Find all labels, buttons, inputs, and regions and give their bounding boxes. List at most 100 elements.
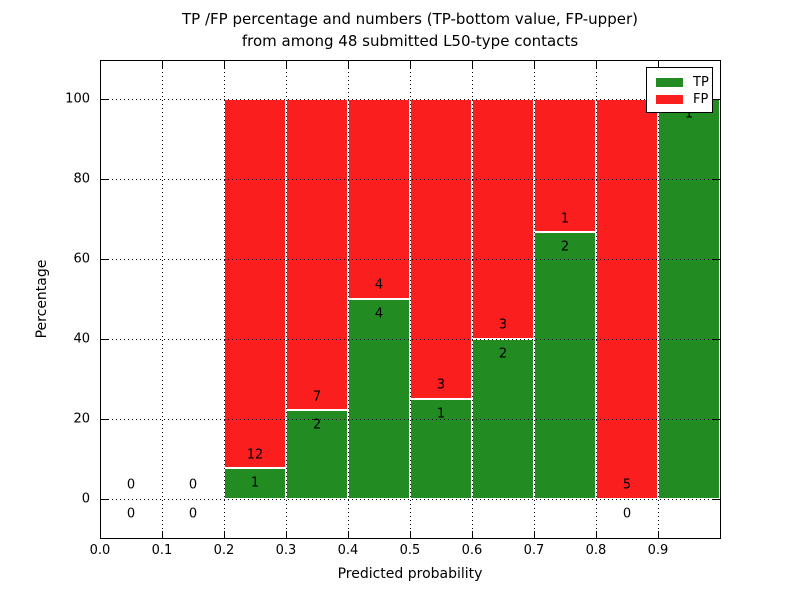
fp-count-label-0.5: 3 — [436, 377, 446, 393]
fp-count-label-0.6: 3 — [498, 317, 508, 333]
y-tick-label-0: 0 — [81, 491, 90, 507]
tp-count-label-0.8: 0 — [622, 506, 632, 522]
tick-right-40 — [713, 339, 720, 340]
x-tick-label-0.8: 0.8 — [585, 543, 607, 558]
gridline-x-0.3 — [286, 60, 287, 538]
tick-left-0 — [101, 499, 108, 500]
tick-right-20 — [713, 419, 720, 420]
gridline-x-0.6 — [472, 60, 473, 538]
x-tick-label-0.4: 0.4 — [337, 543, 359, 558]
tick-bottom-0.8 — [596, 531, 597, 538]
bar-segment-fp-0.7 — [534, 99, 596, 233]
tick-right-100 — [713, 99, 720, 100]
fp-count-label-0.4: 4 — [374, 277, 384, 293]
tick-bottom-0.7 — [534, 531, 535, 538]
tp-count-label-0.3: 2 — [312, 417, 322, 433]
fp-count-label-0.1: 0 — [188, 477, 198, 493]
x-tick-label-0.7: 0.7 — [523, 543, 545, 558]
fp-count-label-0.7: 1 — [560, 211, 570, 227]
legend-label-fp: FP — [693, 91, 709, 107]
bar-segment-fp-0.3 — [286, 99, 348, 411]
bar-segment-tp-0.2 — [224, 468, 286, 499]
tick-left-20 — [101, 419, 108, 420]
x-tick-label-0.3: 0.3 — [275, 543, 297, 558]
x-tick-label-0.2: 0.2 — [213, 543, 235, 558]
tick-right-80 — [713, 179, 720, 180]
chart-title: TP /FP percentage and numbers (TP-bottom… — [182, 8, 638, 52]
y-tick-label-40: 40 — [73, 331, 90, 347]
fp-count-label-0.8: 5 — [622, 477, 632, 493]
tick-top-0.9 — [658, 61, 659, 68]
tick-top-0.4 — [348, 61, 349, 68]
y-tick-label-100: 100 — [65, 91, 90, 107]
tp-count-label-0.7: 2 — [560, 239, 570, 255]
bar-segment-fp-0.5 — [410, 99, 472, 399]
tick-top-0.7 — [534, 61, 535, 68]
x-tick-label-0.1: 0.1 — [151, 543, 173, 558]
legend: TP FP — [646, 67, 713, 113]
tick-left-40 — [101, 339, 108, 340]
legend-swatch-tp — [656, 77, 683, 87]
gridline-x-0.1 — [162, 60, 163, 538]
tick-left-100 — [101, 99, 108, 100]
fp-count-label-0: 0 — [126, 477, 136, 493]
tick-bottom-0.9 — [658, 531, 659, 538]
tp-count-label-0.9: 1 — [684, 106, 694, 122]
tp-count-label-0.2: 1 — [250, 475, 260, 491]
tp-count-label-0.4: 4 — [374, 306, 384, 322]
x-tick-label-0.6: 0.6 — [461, 543, 483, 558]
chart-title-line2: from among 48 submitted L50-type contact… — [241, 32, 579, 50]
legend-swatch-fp — [656, 94, 683, 104]
bar-segment-tp-0.9 — [658, 99, 720, 499]
fp-count-label-0.3: 7 — [312, 389, 322, 405]
tick-right-0 — [713, 499, 720, 500]
tp-count-label-0: 0 — [126, 506, 136, 522]
tick-top-0.1 — [162, 61, 163, 68]
tick-bottom-0.5 — [410, 531, 411, 538]
tick-bottom-0.3 — [286, 531, 287, 538]
tick-top-0 — [100, 61, 101, 68]
tp-count-label-0.6: 2 — [498, 346, 508, 362]
chart-title-line1: TP /FP percentage and numbers (TP-bottom… — [182, 10, 638, 28]
tick-bottom-0 — [100, 531, 101, 538]
fp-count-label-0.2: 12 — [246, 447, 264, 463]
tick-bottom-0.2 — [224, 531, 225, 538]
legend-label-tp: TP — [693, 74, 709, 90]
x-tick-label-0.0: 0.0 — [89, 543, 111, 558]
gridline-x-0.2 — [224, 60, 225, 538]
tick-bottom-0.1 — [162, 531, 163, 538]
tick-top-0.2 — [224, 61, 225, 68]
gridline-x-0.7 — [534, 60, 535, 538]
tick-top-0.5 — [410, 61, 411, 68]
bar-segment-fp-0.6 — [472, 99, 534, 339]
bar-segment-fp-0.4 — [348, 99, 410, 299]
gridline-x-0.4 — [348, 60, 349, 538]
tick-top-0.8 — [596, 61, 597, 68]
bar-segment-tp-0.3 — [286, 410, 348, 499]
tick-right-60 — [713, 259, 720, 260]
x-axis-label: Predicted probability — [337, 566, 483, 582]
gridline-x-0.5 — [410, 60, 411, 538]
y-tick-label-60: 60 — [73, 251, 90, 267]
tp-count-label-0.1: 0 — [188, 506, 198, 522]
tick-bottom-0.4 — [348, 531, 349, 538]
tick-top-0.6 — [472, 61, 473, 68]
plot-border — [100, 60, 721, 539]
tick-left-60 — [101, 259, 108, 260]
bar-segment-tp-0.7 — [534, 232, 596, 499]
y-tick-label-20: 20 — [73, 411, 90, 427]
y-tick-label-80: 80 — [73, 171, 90, 187]
gridline-x-0.8 — [596, 60, 597, 538]
x-tick-label-0.9: 0.9 — [647, 543, 669, 558]
tick-bottom-0.6 — [472, 531, 473, 538]
bar-segment-tp-0.5 — [410, 399, 472, 499]
tp-count-label-0.5: 1 — [436, 406, 446, 422]
tick-left-80 — [101, 179, 108, 180]
legend-item-tp: TP — [656, 74, 709, 90]
gridline-x-0.9 — [658, 60, 659, 538]
tick-top-0.3 — [286, 61, 287, 68]
legend-item-fp: FP — [656, 91, 708, 107]
x-tick-label-0.5: 0.5 — [399, 543, 421, 558]
